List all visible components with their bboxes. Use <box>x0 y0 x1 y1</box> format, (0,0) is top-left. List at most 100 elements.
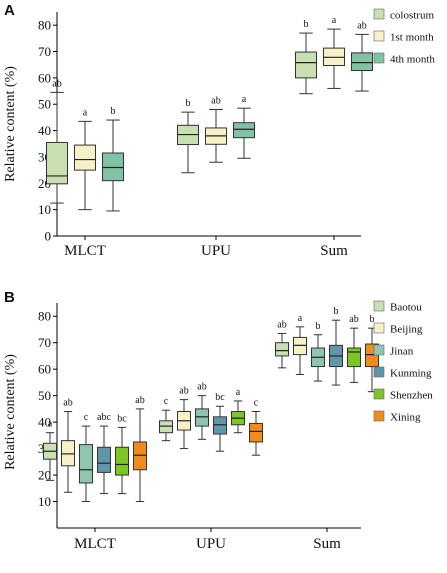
significance-label: b <box>111 106 116 117</box>
legend-swatch <box>373 52 385 64</box>
box-1st-month-mlct: a <box>74 107 96 211</box>
legend: colostrum 1st month 4th month <box>373 8 435 66</box>
legend-swatch <box>373 300 385 312</box>
box-body <box>213 416 227 435</box>
box-body <box>102 152 124 182</box>
box-body <box>97 446 111 473</box>
box-baotou-mlct: a <box>43 419 57 481</box>
box-body <box>61 440 75 467</box>
box-beijing-upu: ab <box>177 386 191 450</box>
box-4th-month-upu: a <box>233 94 255 159</box>
legend-swatch <box>373 410 385 422</box>
y-tick-label: 60 <box>38 70 51 85</box>
significance-label: a <box>48 419 53 430</box>
box-body <box>275 342 289 357</box>
x-tick-label: MLCT <box>74 536 116 552</box>
y-tick-label: 10 <box>38 494 51 509</box>
legend-label: Xining <box>390 412 421 424</box>
box-body <box>46 141 68 185</box>
box-shenzhen-upu: a <box>231 387 245 434</box>
legend-label: 1st month <box>390 32 434 44</box>
box-shenzhen-mlct: bc <box>115 413 129 495</box>
box-body <box>347 347 361 368</box>
box-body <box>115 446 129 476</box>
box-body <box>74 144 96 171</box>
significance-label: ab <box>135 395 144 406</box>
significance-label: bc <box>117 413 127 424</box>
legend-swatch <box>373 322 385 334</box>
panel-b: B1020304050607080Relative content (%)MLC… <box>3 289 433 552</box>
significance-label: ab <box>349 314 358 325</box>
box-baotou-sum: ab <box>275 319 289 369</box>
box-body <box>293 336 307 356</box>
box-4th-month-mlct: b <box>102 106 124 212</box>
legend-label: Beijing <box>390 324 423 336</box>
significance-label: bc <box>215 392 225 403</box>
significance-label: a <box>236 387 241 398</box>
significance-label: c <box>164 396 169 407</box>
box-shenzhen-sum: ab <box>347 314 361 383</box>
box-body <box>351 52 373 72</box>
box-jinan-mlct: c <box>79 412 93 503</box>
significance-label: ab <box>211 96 220 107</box>
x-tick-label: MLCT <box>64 243 106 259</box>
box-colostrum-upu: b <box>177 98 199 174</box>
x-tick-label: Sum <box>313 536 341 552</box>
significance-label: a <box>242 94 247 105</box>
box-4th-month-sum: ab <box>351 20 373 92</box>
legend-label: colostrum <box>390 10 434 22</box>
legend-label: 4th month <box>390 54 435 66</box>
y-tick-label: 80 <box>38 309 51 324</box>
box-kunming-sum: b <box>329 306 343 386</box>
box-baotou-upu: c <box>159 396 173 442</box>
significance-label: a <box>83 107 88 118</box>
significance-label: b <box>186 98 191 109</box>
significance-label: a <box>298 313 303 324</box>
legend-swatch <box>373 388 385 400</box>
panel-label: B <box>4 289 15 306</box>
y-axis-label: Relative content (%) <box>3 354 18 470</box>
significance-label: ab <box>357 20 366 31</box>
box-body <box>233 122 255 139</box>
box-1st-month-upu: ab <box>205 96 227 163</box>
legend-swatch <box>373 366 385 378</box>
y-tick-label: 70 <box>38 335 51 350</box>
significance-label: b <box>304 19 309 30</box>
x-tick-label: UPU <box>196 536 226 552</box>
box-body <box>195 408 209 427</box>
box-body <box>79 444 93 484</box>
significance-label: b <box>370 314 375 325</box>
box-colostrum-sum: b <box>295 19 317 95</box>
box-beijing-sum: a <box>293 313 307 375</box>
y-tick-label: 80 <box>38 18 51 33</box>
significance-label: ab <box>52 78 61 89</box>
y-tick-label: 40 <box>38 415 51 430</box>
significance-label: ab <box>197 382 206 393</box>
y-tick-label: 40 <box>38 123 51 138</box>
box-colostrum-mlct: ab <box>46 78 68 204</box>
y-tick-label: 70 <box>38 44 51 59</box>
legend: Baotou Beijing Jinan Kunming Shenzhen Xining <box>373 300 433 424</box>
legend-label: Kunming <box>390 368 432 380</box>
legend-label: Shenzhen <box>390 390 433 402</box>
y-tick-label: 50 <box>38 97 51 112</box>
y-tick-label: 0 <box>45 229 52 244</box>
panel-label: A <box>4 2 15 19</box>
y-tick-label: 20 <box>38 468 51 483</box>
significance-label: b <box>316 321 321 332</box>
significance-label: b <box>334 306 339 317</box>
box-beijing-mlct: ab <box>61 398 75 493</box>
y-tick-label: 60 <box>38 362 51 377</box>
x-tick-label: Sum <box>320 243 348 259</box>
legend-label: Baotou <box>390 302 422 314</box>
significance-label: ab <box>179 386 188 397</box>
box-kunming-upu: bc <box>213 392 227 452</box>
legend-label: Jinan <box>390 346 414 358</box>
y-axis-label: Relative content (%) <box>3 66 18 182</box>
significance-label: ab <box>63 398 72 409</box>
significance-label: a <box>332 15 337 26</box>
box-kunming-mlct: abc <box>97 412 111 495</box>
box-jinan-upu: ab <box>195 382 209 440</box>
box-body <box>249 422 263 443</box>
